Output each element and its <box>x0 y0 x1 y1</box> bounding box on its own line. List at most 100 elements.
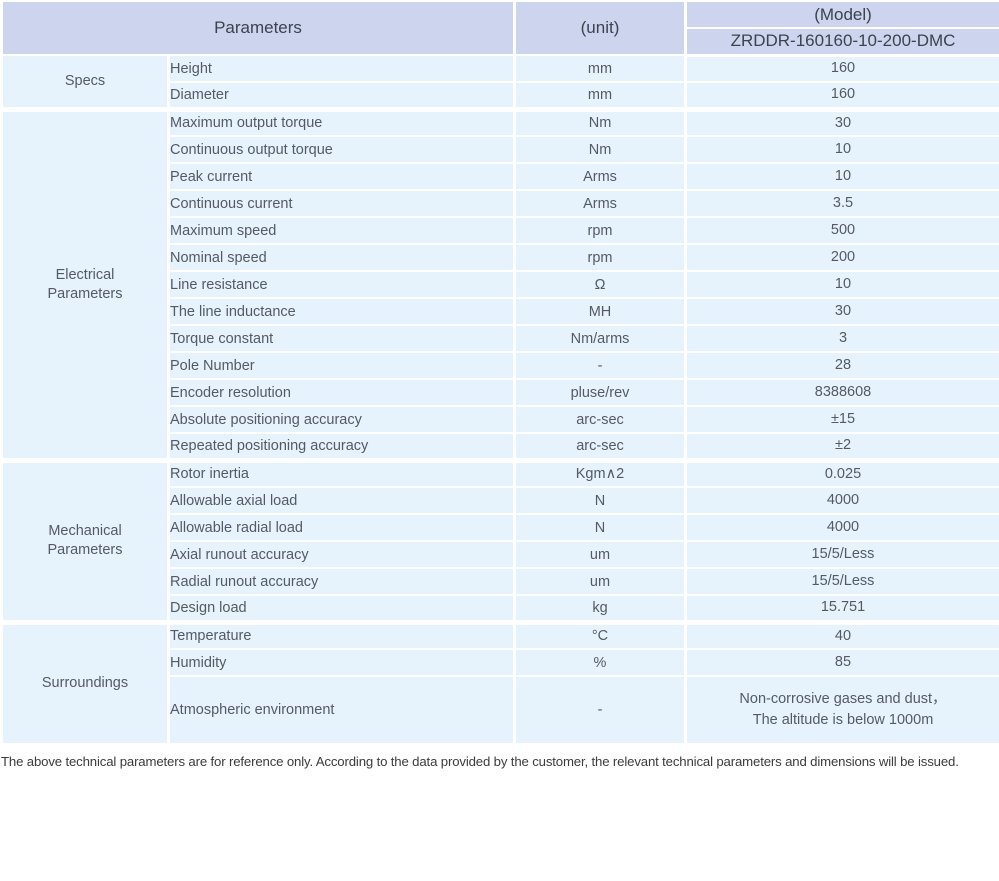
name-cell: Temperature <box>167 619 516 650</box>
name-cell: Allowable radial load <box>167 513 516 542</box>
table-row: Continuous current Arms 3.5 <box>2 189 999 218</box>
value-cell: ±2 <box>684 432 999 461</box>
table-row: Nominal speed rpm 200 <box>2 243 999 272</box>
table-row: Torque constant Nm/arms 3 <box>2 324 999 353</box>
table-row: Radial runout accuracy um 15/5/Less <box>2 567 999 596</box>
name-cell: Peak current <box>167 162 516 191</box>
table-row: Mechanical Parameters Rotor inertia Kgm∧2 0… <box>0 457 999 623</box>
spec-table-header: Parameters (unit) (Model) ZRDDR-160160-1… <box>0 0 999 57</box>
table-row: Repeated positioning accuracy arc-sec ±2 <box>2 432 999 461</box>
name-cell: Nominal speed <box>167 243 516 272</box>
table-row: Electrical Parameters Maximum output torq… <box>0 106 999 461</box>
name-cell: Pole Number <box>167 351 516 380</box>
value-cell: 10 <box>684 270 999 299</box>
table-row: Specs Height mm 160 <box>0 54 999 110</box>
name-cell: Diameter <box>167 81 516 110</box>
name-cell: Absolute positioning accuracy <box>167 405 516 434</box>
value-cell: 30 <box>684 297 999 326</box>
value-cell: 28 <box>684 351 999 380</box>
unit-cell: rpm <box>513 243 687 272</box>
value-cell: 40 <box>684 619 999 650</box>
value-cell: 15/5/Less <box>684 540 999 569</box>
name-cell: Encoder resolution <box>167 378 516 407</box>
value-cell: ±15 <box>684 405 999 434</box>
unit-cell: N <box>513 513 687 542</box>
value-cell: 3.5 <box>684 189 999 218</box>
value-cell: 10 <box>684 135 999 164</box>
name-cell: Rotor inertia <box>167 457 516 488</box>
value-cell: 0.025 <box>684 457 999 488</box>
name-cell: Atmospheric environment <box>167 675 516 745</box>
table-row: Absolute positioning accuracy arc-sec ±15 <box>2 405 999 434</box>
unit-cell: Ω <box>513 270 687 299</box>
table-row: The line inductance MH 30 <box>2 297 999 326</box>
table-row: Allowable radial load N 4000 <box>2 513 999 542</box>
unit-cell: Kgm∧2 <box>513 457 687 488</box>
value-cell: 160 <box>684 54 999 83</box>
unit-cell: - <box>513 675 687 745</box>
value-cell: 3 <box>684 324 999 353</box>
table-row: Diameter mm 160 <box>2 81 999 110</box>
unit-cell: Nm/arms <box>513 324 687 353</box>
header-parameters-label: Parameters <box>0 0 516 56</box>
unit-cell: kg <box>513 594 687 623</box>
name-cell: Continuous output torque <box>167 135 516 164</box>
unit-cell: °C <box>513 619 687 650</box>
unit-cell: Arms <box>513 189 687 218</box>
spec-table: Parameters (unit) (Model) ZRDDR-160160-1… <box>0 0 999 745</box>
value-cell: 85 <box>684 648 999 677</box>
table-row: Surroundings Temperature °C 40 <box>0 619 999 745</box>
table-row: Atmospheric environment - Non-corrosive ga… <box>2 675 999 745</box>
unit-cell: pluse/rev <box>513 378 687 407</box>
name-cell: Repeated positioning accuracy <box>167 432 516 461</box>
name-cell: Radial runout accuracy <box>167 567 516 596</box>
table-row: Pole Number -28 <box>2 351 999 380</box>
name-cell: Allowable axial load <box>167 486 516 515</box>
unit-cell: Nm <box>513 135 687 164</box>
value-cell: 15/5/Less <box>684 567 999 596</box>
header-model-code: ZRDDR-160160-10-200-DMC <box>684 27 999 57</box>
name-cell: Torque constant <box>167 324 516 353</box>
unit-cell: um <box>513 567 687 596</box>
value-cell: 8388608 <box>684 378 999 407</box>
unit-cell: um <box>513 540 687 569</box>
value-cell: 15.751 <box>684 594 999 623</box>
name-cell: Line resistance <box>167 270 516 299</box>
name-cell: The line inductance <box>167 297 516 326</box>
header-unit-label: (unit) <box>513 0 687 56</box>
unit-cell: arc-sec <box>513 405 687 434</box>
table-row: Line resistance Ω 10 <box>2 270 999 299</box>
value-cell: 160 <box>684 81 999 110</box>
unit-cell: rpm <box>513 216 687 245</box>
footer-note: The above technical parameters are for r… <box>1 754 959 769</box>
name-cell: Height <box>167 54 516 83</box>
table-row: Allowable axial load N 4000 <box>2 486 999 515</box>
unit-cell: - <box>513 351 687 380</box>
value-cell: Non-corrosive gases and dust， The altitu… <box>684 675 999 745</box>
table-row: Peak current Arms 10 <box>2 162 999 191</box>
unit-cell: mm <box>513 81 687 110</box>
section-label: Specs <box>0 54 170 110</box>
table-row: Encoder resolution pluse/rev 8388608 <box>2 378 999 407</box>
value-cell: 30 <box>684 106 999 137</box>
name-cell: Axial runout accuracy <box>167 540 516 569</box>
value-cell: 200 <box>684 243 999 272</box>
header-row-model-code: ZRDDR-160160-10-200-DMC <box>2 27 999 57</box>
unit-cell: mm <box>513 54 687 83</box>
section-label: Surroundings <box>0 619 170 745</box>
value-cell: 10 <box>684 162 999 191</box>
name-cell: Continuous current <box>167 189 516 218</box>
value-cell: 4000 <box>684 513 999 542</box>
name-cell: Humidity <box>167 648 516 677</box>
table-row: Axial runout accuracy um 15/5/Less <box>2 540 999 569</box>
unit-cell: % <box>513 648 687 677</box>
section-label: Mechanical Parameters <box>0 457 170 623</box>
name-cell: Design load <box>167 594 516 623</box>
section-label: Electrical Parameters <box>0 106 170 461</box>
table-row: Maximum speed rpm 500 <box>2 216 999 245</box>
name-cell: Maximum speed <box>167 216 516 245</box>
header-model-label: (Model) <box>684 0 999 29</box>
value-cell: 500 <box>684 216 999 245</box>
table-row: Design load kg 15.751 <box>2 594 999 623</box>
